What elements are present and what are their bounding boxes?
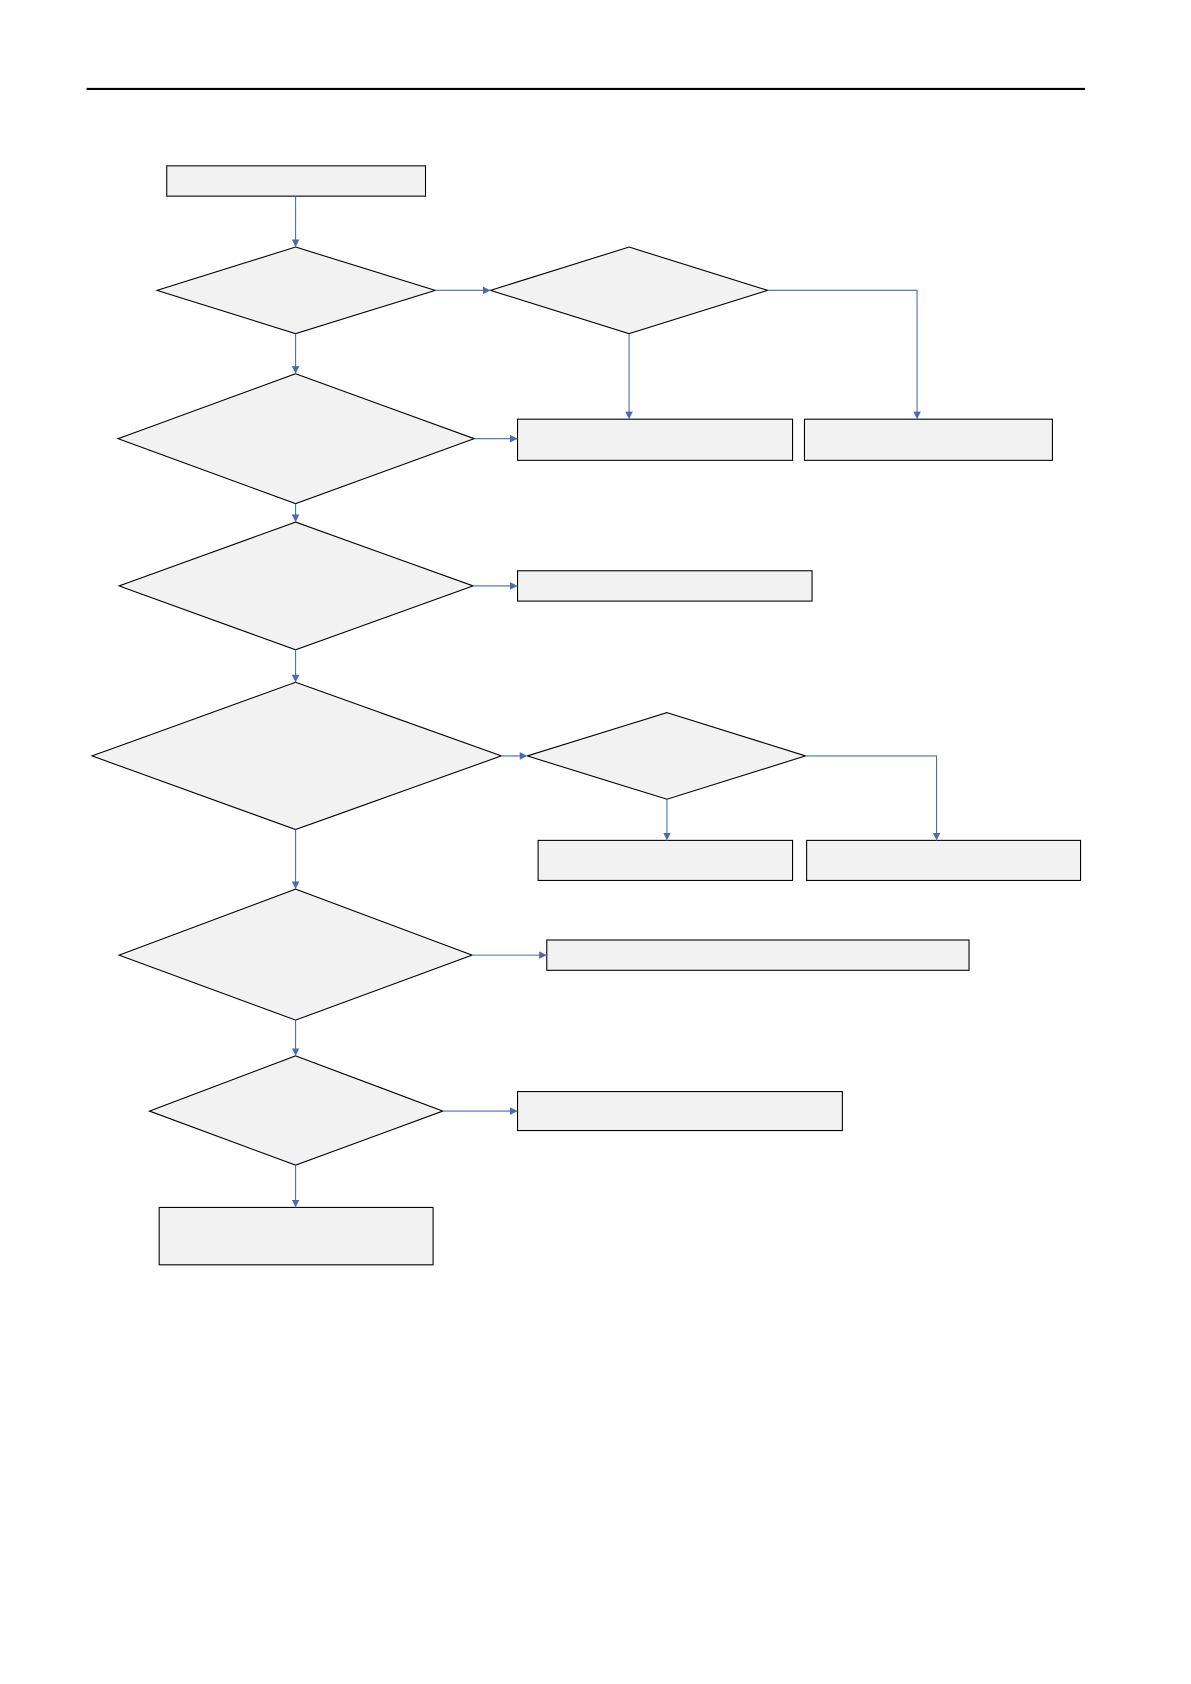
- action-box-e: [806, 839, 1082, 881]
- connector-d1branch-to-b: [767, 289, 921, 420]
- action-box-g: [517, 1091, 843, 1132]
- decision-4-branch: [525, 712, 808, 800]
- action-box-b: [803, 418, 1053, 461]
- start-box: [166, 165, 427, 197]
- decision-6: [147, 1055, 445, 1166]
- decision-1-branch: [488, 246, 770, 335]
- end-box: [158, 1206, 434, 1266]
- decision-2: [116, 373, 476, 505]
- connector-d4branch-to-e: [805, 755, 941, 841]
- decision-3: [117, 521, 475, 651]
- decision-5: [117, 888, 474, 1021]
- decision-4: [90, 681, 503, 831]
- action-box-f: [546, 939, 970, 971]
- action-box-a: [517, 418, 794, 461]
- action-box-c: [517, 570, 813, 602]
- decision-1: [155, 246, 438, 335]
- action-box-d: [537, 839, 794, 881]
